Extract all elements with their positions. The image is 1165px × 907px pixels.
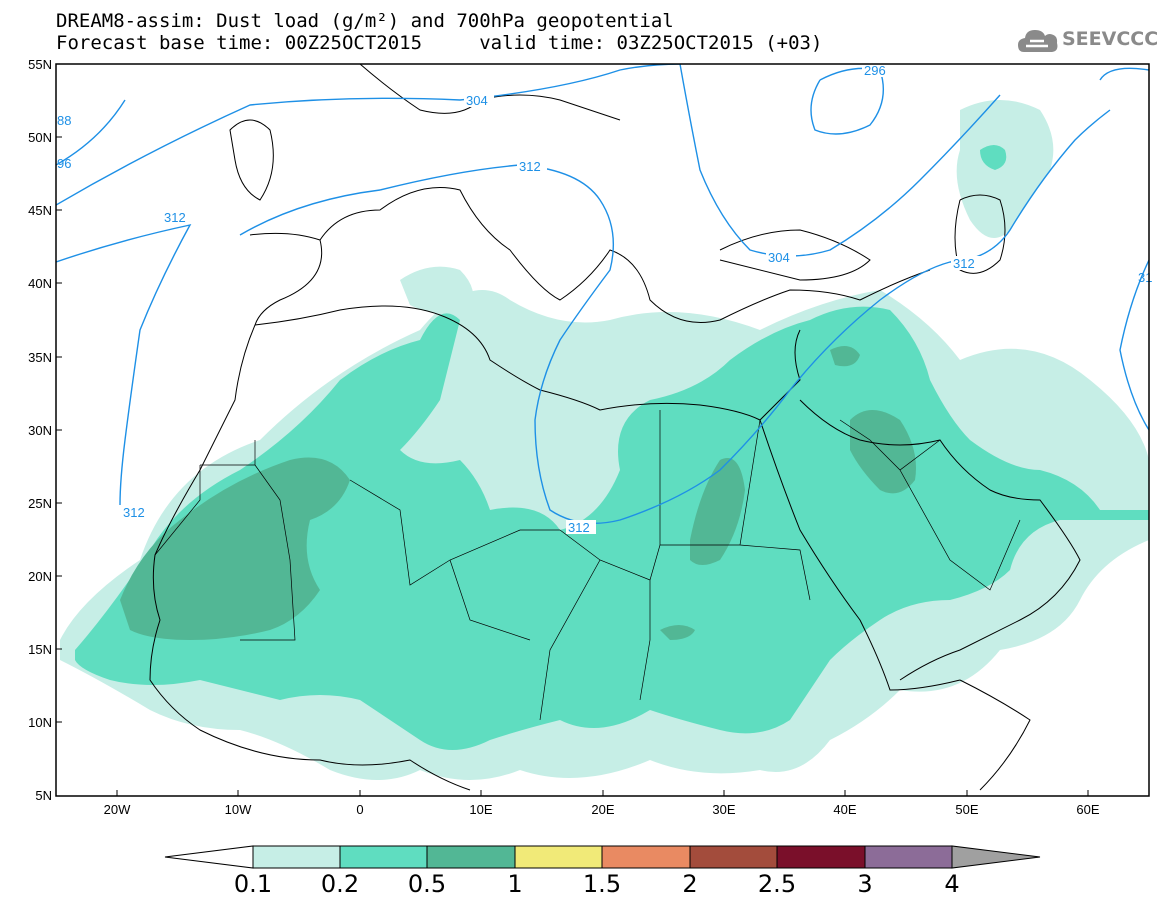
axis-ticks [56, 63, 1089, 796]
colorbar-label: 1 [507, 870, 523, 898]
lat-label: 25N [28, 496, 52, 511]
lon-label: 20W [104, 802, 131, 817]
map-subtitle: Forecast base time: 00Z25OCT2015 valid t… [56, 32, 823, 54]
country-borders [154, 410, 1021, 721]
coastline-horn [959, 679, 1031, 791]
dust-area-high [660, 625, 695, 640]
coastline-red-sea [759, 419, 961, 691]
colorbar-swatch [864, 845, 953, 869]
colorbar-arrow-high [951, 845, 1041, 869]
dust-area-high [830, 346, 860, 367]
colorbar-swatch [689, 845, 778, 869]
contour-line [56, 64, 681, 206]
dust-area-mid [980, 145, 1007, 170]
colorbar-swatch [514, 845, 603, 869]
dust-area-high [690, 458, 745, 565]
contour-label: 312 [568, 520, 590, 535]
logo-text: SEEVCCC [1062, 28, 1159, 50]
contour-label: 96 [57, 156, 71, 171]
coastline-mediterranean [254, 305, 801, 421]
lat-label: 35N [28, 350, 52, 365]
dust-area-light [956, 100, 1054, 238]
colorbar-label: 4 [944, 870, 960, 898]
contour-label: 296 [864, 63, 886, 78]
lat-label: 55N [28, 57, 52, 72]
dust-area-light [400, 266, 474, 314]
colorbar-label: 0.2 [320, 870, 360, 898]
map-title: DREAM8-assim: Dust load (g/m²) and 700hP… [56, 10, 674, 32]
border [154, 410, 1021, 721]
coastline-europe [249, 187, 931, 326]
lon-label: 40E [833, 802, 856, 817]
colorbar-label: 2 [682, 870, 698, 898]
contour-label: 312 [123, 505, 145, 520]
lat-label: 30N [28, 423, 52, 438]
colorbar-swatch [601, 845, 691, 869]
seevccc-logo: SEEVCCC [1016, 24, 1159, 60]
lat-label: 50N [28, 130, 52, 145]
coastline-arabia [799, 399, 1081, 681]
colorbar-label: 2.5 [757, 870, 797, 898]
dust-area-high [850, 410, 916, 494]
contour-label: 304 [466, 93, 488, 108]
contour-label: 312 [519, 159, 541, 174]
contour-line [1119, 259, 1149, 431]
lat-label: 10N [28, 715, 52, 730]
latitude-labels: 55N 50N 45N 40N 35N 30N 25N 20N 15N 10N … [28, 57, 52, 803]
longitude-labels: 20W 10W 0 10E 20E 30E 40E 50E 60E [104, 802, 1100, 817]
lon-label: 0 [356, 802, 363, 817]
dust-area-high [120, 457, 350, 640]
colorbar-label: 3 [857, 870, 873, 898]
lat-label: 20N [28, 569, 52, 584]
contour-line [1099, 67, 1149, 81]
lon-label: 20E [591, 802, 614, 817]
lon-label: 50E [955, 802, 978, 817]
colorbar-swatch [252, 845, 341, 869]
cloud-icon [1018, 30, 1058, 52]
colorbar-swatch [776, 845, 866, 869]
contour-label: 312 [953, 256, 975, 271]
contour-label: 88 [57, 113, 71, 128]
lat-label: 15N [28, 642, 52, 657]
contour-line [56, 223, 192, 506]
colorbar-label: 0.1 [233, 870, 273, 898]
contour-line [56, 99, 126, 166]
colorbar-label: 0.5 [407, 870, 447, 898]
contour-label: 304 [768, 250, 790, 265]
coastlines [149, 64, 1081, 791]
colorbar-label: 1.5 [582, 870, 622, 898]
lat-label: 5N [35, 788, 52, 803]
colorbar-arrow-low [164, 845, 254, 869]
coastline-africa-west [149, 324, 471, 791]
lat-label: 45N [28, 203, 52, 218]
coastline-black-sea [719, 229, 871, 281]
colorbar-swatch [426, 845, 516, 869]
contour-labels: 304 312 296 304 312 312 312 312 88 96 31 [57, 63, 1152, 535]
coastline-britain [229, 119, 274, 201]
colorbar-swatch [339, 845, 428, 869]
dust-field [60, 100, 1149, 780]
lon-label: 60E [1076, 802, 1099, 817]
contour-label: 312 [164, 210, 186, 225]
lon-label: 10E [469, 802, 492, 817]
coastline-caspian [954, 194, 1006, 274]
lat-label: 40N [28, 276, 52, 291]
lon-label: 30E [712, 802, 735, 817]
lon-label: 10W [225, 802, 252, 817]
